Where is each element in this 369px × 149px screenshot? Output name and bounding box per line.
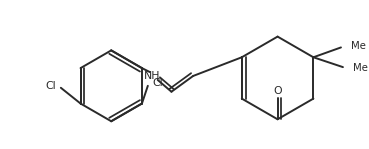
Text: Me: Me xyxy=(351,41,366,51)
Text: Cl: Cl xyxy=(46,81,56,91)
Text: Me: Me xyxy=(353,63,368,73)
Text: NH: NH xyxy=(144,71,160,81)
Text: Cl: Cl xyxy=(152,78,163,88)
Text: O: O xyxy=(273,86,282,96)
